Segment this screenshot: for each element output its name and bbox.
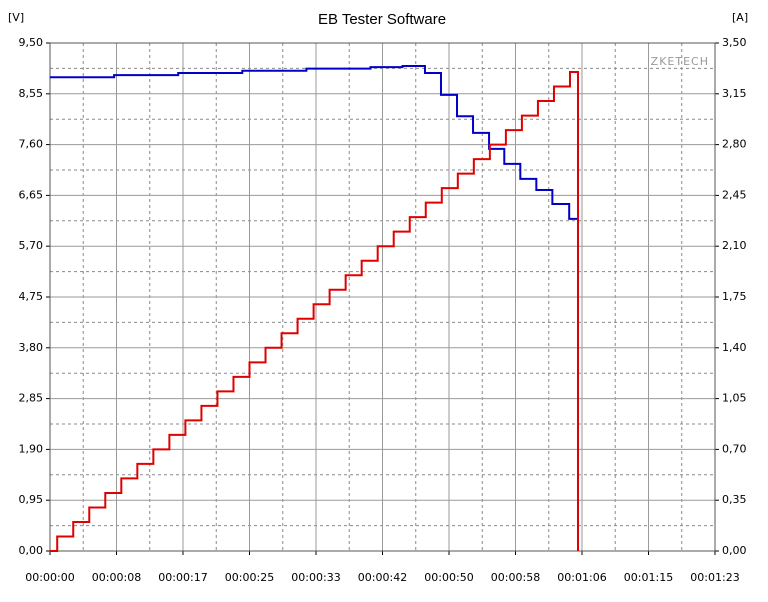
series-line — [50, 64, 578, 220]
watermark: ZKETECH — [651, 55, 709, 68]
x-tick-label: 00:00:42 — [358, 571, 407, 584]
x-tick-label: 00:00:25 — [225, 571, 274, 584]
y2-tick-label: 1,75 — [722, 290, 747, 303]
y2-tick-label: 0,00 — [722, 544, 747, 557]
y-tick-label: 5,70 — [19, 239, 44, 252]
y-tick-label: 9,50 — [19, 36, 44, 49]
y2-axis-label: [A] — [732, 11, 748, 24]
series-line — [50, 71, 579, 552]
chart-title: EB Tester Software — [318, 11, 446, 28]
y-tick-label: 0,00 — [19, 544, 44, 557]
x-tick-label: 00:00:00 — [25, 571, 74, 584]
y2-tick-label: 2,45 — [722, 188, 747, 201]
y-tick-label: 4,75 — [19, 290, 44, 303]
y-tick-label: 7,60 — [19, 138, 44, 151]
y-tick-label: 8,55 — [19, 87, 44, 100]
y2-tick-label: 2,80 — [722, 138, 747, 151]
plot-border — [49, 42, 716, 552]
y-tick-label: 0,95 — [19, 493, 44, 506]
y2-tick-label: 3,50 — [722, 36, 747, 49]
y2-tick-label: 1,05 — [722, 392, 747, 405]
x-tick-label: 00:01:15 — [624, 571, 673, 584]
y2-tick-label: 2,10 — [722, 239, 747, 252]
x-tick-label: 00:00:33 — [291, 571, 340, 584]
x-tick-label: 00:01:06 — [557, 571, 606, 584]
x-tick-label: 00:00:58 — [491, 571, 540, 584]
x-tick-label: 00:00:17 — [158, 571, 207, 584]
y2-tick-label: 0,70 — [722, 442, 747, 455]
y-axis-label: [V] — [8, 11, 24, 24]
y2-tick-label: 1,40 — [722, 341, 747, 354]
y-tick-label: 2,85 — [19, 392, 44, 405]
y2-tick-label: 3,15 — [722, 87, 747, 100]
y-tick-label: 1,90 — [19, 442, 44, 455]
x-tick-label: 00:01:23 — [690, 571, 739, 584]
y-tick-label: 6,65 — [19, 188, 44, 201]
y2-tick-label: 0,35 — [722, 493, 747, 506]
y-tick-label: 3,80 — [19, 341, 44, 354]
x-tick-label: 00:00:08 — [92, 571, 141, 584]
x-tick-label: 00:00:50 — [424, 571, 473, 584]
